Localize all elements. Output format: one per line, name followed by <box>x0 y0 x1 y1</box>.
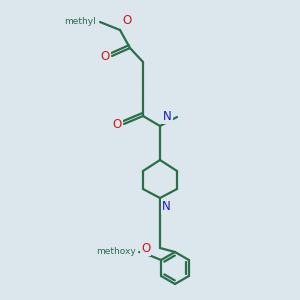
Text: methyl: methyl <box>64 17 96 26</box>
Text: methoxy: methoxy <box>96 248 136 256</box>
Text: O: O <box>101 50 110 62</box>
Text: N: N <box>162 200 171 213</box>
Text: O: O <box>113 118 122 130</box>
Text: O: O <box>141 242 150 255</box>
Text: O: O <box>122 14 131 27</box>
Text: N: N <box>163 110 172 123</box>
